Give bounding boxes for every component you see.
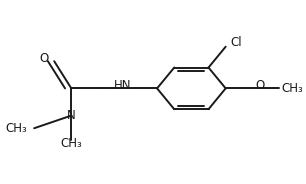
Text: N: N [67, 109, 76, 122]
Text: HN: HN [114, 79, 132, 92]
Text: O: O [255, 79, 265, 92]
Text: CH₃: CH₃ [5, 122, 27, 135]
Text: CH₃: CH₃ [61, 137, 82, 150]
Text: Cl: Cl [230, 36, 241, 49]
Text: CH₃: CH₃ [282, 82, 303, 95]
Text: O: O [39, 52, 48, 65]
